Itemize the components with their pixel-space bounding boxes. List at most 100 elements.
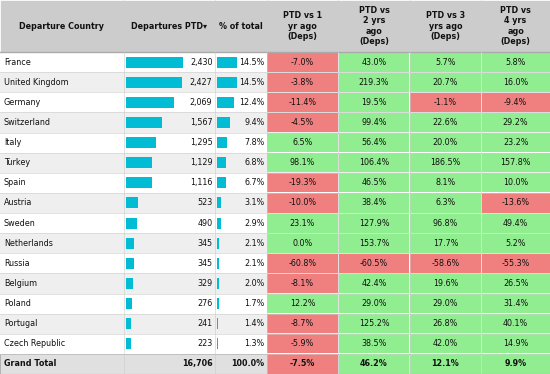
Bar [482,355,549,374]
Bar [410,314,481,333]
Text: 7.8%: 7.8% [244,138,265,147]
Text: 14.5%: 14.5% [239,58,265,67]
Bar [482,234,549,253]
Text: 26.5%: 26.5% [503,279,529,288]
Bar [0,92,550,112]
Bar [126,318,131,329]
Bar [339,294,409,313]
Text: 99.4%: 99.4% [361,118,387,127]
Bar [126,157,152,168]
Bar [410,334,481,353]
Text: 40.1%: 40.1% [503,319,528,328]
Bar [482,52,549,72]
Bar [267,214,338,233]
Text: 1.4%: 1.4% [245,319,265,328]
Text: 14.9%: 14.9% [503,339,529,348]
Text: 42.4%: 42.4% [361,279,387,288]
Text: Turkey: Turkey [4,158,30,167]
Text: 127.9%: 127.9% [359,218,389,227]
Bar [217,218,221,229]
Bar [126,77,183,88]
Bar [126,97,174,108]
Text: 19.6%: 19.6% [433,279,458,288]
Text: -3.8%: -3.8% [291,78,314,87]
Text: 2.1%: 2.1% [244,239,265,248]
Text: 1.3%: 1.3% [245,339,265,348]
Text: Italy: Italy [4,138,21,147]
Text: 2.1%: 2.1% [244,259,265,268]
Bar [217,137,227,148]
Bar [0,72,550,92]
Bar [217,97,234,108]
Bar [0,253,550,273]
Text: -1.1%: -1.1% [434,98,457,107]
Bar [410,173,481,192]
Bar [217,77,236,88]
Text: Austria: Austria [4,199,32,208]
Text: 22.6%: 22.6% [433,118,458,127]
Text: 49.4%: 49.4% [503,218,529,227]
Text: 1,116: 1,116 [190,178,212,187]
Bar [0,112,550,132]
Text: 29.2%: 29.2% [503,118,529,127]
Text: Switzerland: Switzerland [4,118,51,127]
Text: Belgium: Belgium [4,279,37,288]
Bar [0,52,550,72]
Bar [267,254,338,273]
Text: 106.4%: 106.4% [359,158,389,167]
Text: 523: 523 [197,199,212,208]
Text: 6.7%: 6.7% [244,178,265,187]
Bar [0,294,550,314]
Text: -11.4%: -11.4% [288,98,317,107]
Bar [482,294,549,313]
Bar [267,173,338,192]
Bar [482,254,549,273]
Bar [267,193,338,212]
Bar [267,52,338,72]
Bar [217,56,236,68]
Text: 38.5%: 38.5% [361,339,387,348]
Text: 8.1%: 8.1% [436,178,455,187]
Text: 19.5%: 19.5% [361,98,387,107]
Text: 1,295: 1,295 [190,138,212,147]
Bar [217,318,218,329]
Text: 490: 490 [197,218,212,227]
Text: -55.3%: -55.3% [502,259,530,268]
Text: 17.7%: 17.7% [433,239,458,248]
Bar [0,173,550,193]
Bar [267,274,338,293]
Text: Netherlands: Netherlands [4,239,53,248]
Bar [482,173,549,192]
Text: 329: 329 [197,279,212,288]
Bar [410,93,481,112]
Text: United Kingdom: United Kingdom [4,78,69,87]
Text: 5.2%: 5.2% [505,239,526,248]
Text: 186.5%: 186.5% [430,158,461,167]
Text: -60.5%: -60.5% [360,259,388,268]
Text: 12.2%: 12.2% [290,299,315,308]
Text: 96.8%: 96.8% [433,218,458,227]
Text: 241: 241 [197,319,212,328]
Bar [0,334,550,354]
Bar [126,197,138,208]
Bar [217,278,219,289]
Text: -60.8%: -60.8% [288,259,317,268]
Bar [0,0,550,52]
Bar [482,334,549,353]
Bar [267,133,338,152]
Bar [482,73,549,92]
Text: 31.4%: 31.4% [503,299,528,308]
Text: 3.1%: 3.1% [245,199,265,208]
Text: 125.2%: 125.2% [359,319,389,328]
Text: Poland: Poland [4,299,31,308]
Bar [410,113,481,132]
Text: 153.7%: 153.7% [359,239,389,248]
Text: 2,427: 2,427 [190,78,212,87]
Bar [482,113,549,132]
Bar [482,214,549,233]
Text: Portugal: Portugal [4,319,37,328]
Text: -7.5%: -7.5% [290,359,315,368]
Bar [482,133,549,152]
Bar [126,338,131,349]
Bar [410,294,481,313]
